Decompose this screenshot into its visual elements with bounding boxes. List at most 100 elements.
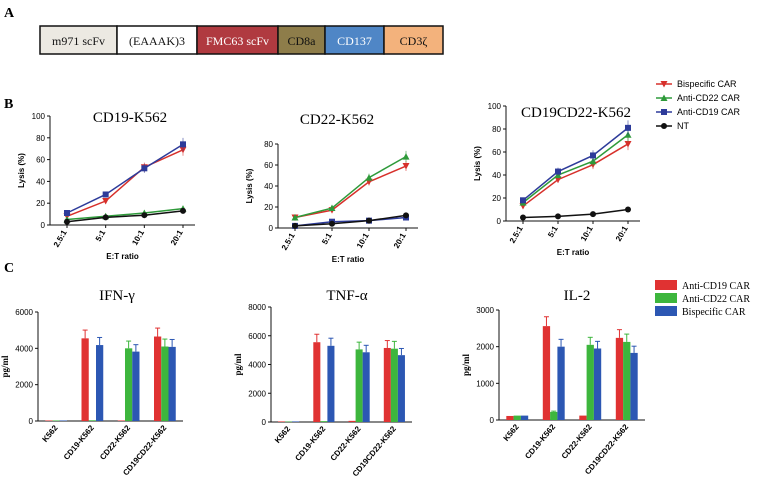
y-tick-label: 6000 [248,332,266,341]
x-tick-label: 5:1 [94,228,108,243]
x-tick-label: CD19-K562 [293,424,327,463]
x-tick-label: CD19-K562 [62,423,96,462]
data-point [102,198,110,205]
data-point [554,176,562,184]
data-point [180,207,186,214]
x-tick-label: K562 [273,424,293,445]
series-bispecific-car [291,161,410,221]
x-tick-label: K562 [40,423,60,444]
series-line [66,149,184,217]
chart-title: IFN-γ [99,288,135,304]
legend-item-anti-cd22-car: Anti-CD22 CAR [656,93,741,103]
bar-anti-cd22-car-k562 [52,420,60,421]
legend-label: Anti-CD22 CAR [677,93,741,103]
x-axis-label: E:T ratio [332,255,365,264]
bar-anti-cd19-car-k562 [506,415,514,420]
legend-marker [660,94,668,101]
series-anti-cd19-car [64,137,186,217]
y-tick-label: 0 [29,417,34,426]
legend-item-anti-cd22-car: Anti-CD22 CAR [655,293,750,305]
bar-anti-cd19-car-cd19cd22-k562 [154,336,162,421]
legend-label: Anti-CD19 CAR [682,281,750,292]
data-point [590,152,596,159]
data-point [365,174,373,181]
y-tick-label: 60 [36,156,45,165]
y-tick-label: 4000 [248,361,266,370]
bar-bispecific-car-cd19cd22-k562 [397,355,405,422]
data-point [366,217,372,224]
charts-layer: CD19-K562 0 20 40 60 80 100 Lysis (%) 2.5:1 5:1 10… [0,79,750,478]
bar-anti-cd19-car-k562 [45,420,53,421]
x-tick-label: CD22-K562 [98,423,132,462]
y-tick-label: 100 [32,112,46,121]
data-point [402,163,410,170]
bar-bispecific-car-cd22-k562 [132,351,140,421]
bar-anti-cd19-car-cd19-k562 [542,326,551,420]
construct-label-cd137: CD137 [337,34,372,48]
legend-swatch [655,306,677,316]
y-axis-label: pg/ml [0,355,10,378]
legend-label: Bispecific CAR [682,307,746,318]
data-point [292,222,298,229]
series-anti-cd22-car [519,127,632,206]
y-tick-label: 0 [262,418,267,427]
y-axis-label: Lysis (%) [245,168,254,203]
y-tick-label: 20 [264,203,273,212]
series-nt [64,207,186,225]
bar-anti-cd22-car-cd19-k562 [88,420,96,421]
series-line [522,127,629,201]
bar-bispecific-car-cd22-k562 [593,348,602,420]
x-tick-label: K562 [502,422,522,443]
x-tick-label: CD19-K562 [523,422,557,461]
bar-anti-cd19-car-cd22-k562 [348,420,356,422]
data-point [403,212,409,219]
legend-marker [661,109,667,115]
construct-segment-fmc63-scfv [196,25,279,55]
line-chart-cd22-k562: CD22-K562 0 20 40 60 80 Lysis (%) 2.5:1 5:1 10:1 2… [245,112,418,264]
bar-bispecific-car-cd19-k562 [327,345,335,422]
data-point [102,214,109,221]
series-line [66,143,184,214]
y-tick-label: 60 [492,148,501,157]
legend-label: Anti-CD22 CAR [682,294,750,305]
series-line [294,165,407,219]
data-point [141,165,148,172]
x-tick-label: 10:1 [130,228,146,247]
series-line [66,207,184,221]
data-point [141,212,148,219]
line-chart-cd19-k562: CD19-K562 0 20 40 60 80 100 Lysis (%) 2.5:1 5:1 10… [17,110,195,261]
bar-anti-cd22-car-cd22-k562 [355,349,363,422]
construct-label-cd3: CD3ζ [400,34,428,48]
legend-item-bispecific-car: Bispecific CAR [655,306,746,318]
bar-anti-cd19-car-cd22-k562 [117,420,125,421]
bar-anti-cd22-car-cd19-k562 [320,421,328,422]
y-tick-label: 6000 [15,308,33,317]
data-point [520,197,526,204]
y-tick-label: 2000 [248,389,266,398]
y-tick-label: 80 [36,134,45,143]
y-axis-label: pg/ml [233,353,243,376]
panel-label-b: B [4,97,13,112]
data-point [328,204,336,212]
y-tick-label: 60 [264,161,273,170]
y-tick-label: 3000 [476,306,494,315]
data-point [555,213,561,220]
bar-anti-cd19-car-cd19-k562 [81,338,89,421]
y-tick-label: 40 [36,177,45,186]
legend-label: NT [677,121,689,131]
legend-marker [661,123,667,129]
construct-label-eaaak-3: (EAAAK)3 [129,34,185,48]
data-point [64,210,70,217]
y-tick-label: 0 [497,217,502,226]
bar-chart-il-2: IL-2 0 1000 2000 3000 pg/ml K562 CD19-K562 CD22-… [461,288,645,476]
y-tick-label: 1000 [476,379,494,388]
y-tick-label: 20 [492,194,501,203]
bar-bispecific-car-cd19cd22-k562 [168,346,176,421]
y-tick-label: 40 [264,182,273,191]
bar-bispecific-car-cd19-k562 [557,346,565,420]
data-point [520,214,526,221]
data-point [329,220,335,227]
x-tick-label: 2.5:1 [52,228,69,249]
x-tick-label: 20:1 [392,231,408,250]
legend-label: Bispecific CAR [677,79,737,89]
